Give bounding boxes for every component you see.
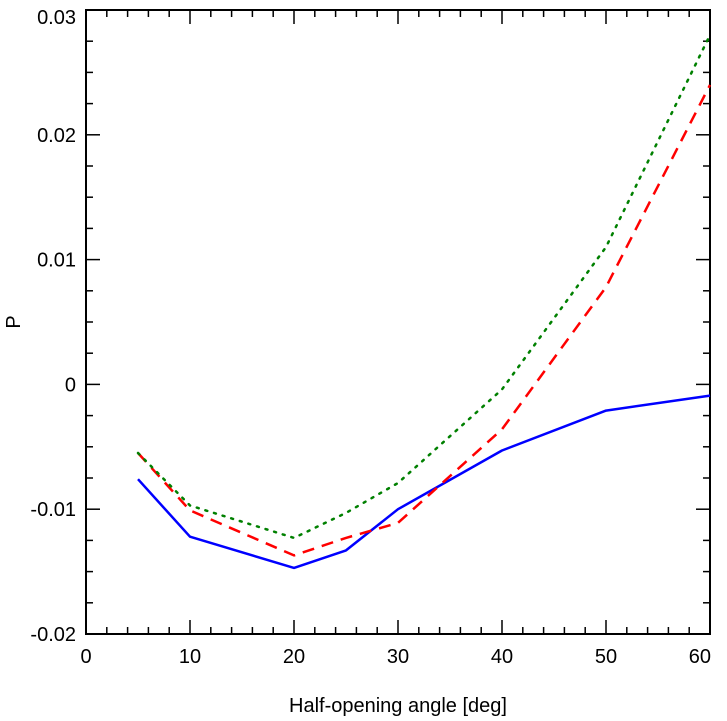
y-tick-label: 0.01 [37,250,76,272]
x-tick-label: 40 [491,646,513,668]
series-line-solid [137,394,711,570]
y-tick-label: 0.03 [37,7,76,29]
series-line-dashed [137,84,712,557]
x-tick-labels: 0 10 20 30 40 50 60 [80,646,711,668]
minor-ticks [86,10,710,634]
y-axis-label: P [3,315,25,328]
y-tick-label: -0.02 [30,624,76,646]
series-line-dotted [136,33,712,540]
series-lines [136,33,712,570]
y-tick-label: 0 [65,374,76,396]
major-ticks [85,9,711,635]
x-axis-label: Half-opening angle [deg] [289,695,507,717]
y-tick-labels: -0.02 -0.01 0 0.01 0.02 0.03 [30,7,76,646]
plot-frame [85,9,711,635]
x-tick-label: 60 [689,646,711,668]
x-tick-label: 50 [595,646,617,668]
y-tick-label: -0.01 [30,499,76,521]
y-tick-label: 0.02 [37,125,76,147]
x-tick-label: 30 [387,646,409,668]
x-tick-label: 0 [80,646,91,668]
x-tick-label: 10 [179,646,201,668]
x-tick-label: 20 [283,646,305,668]
